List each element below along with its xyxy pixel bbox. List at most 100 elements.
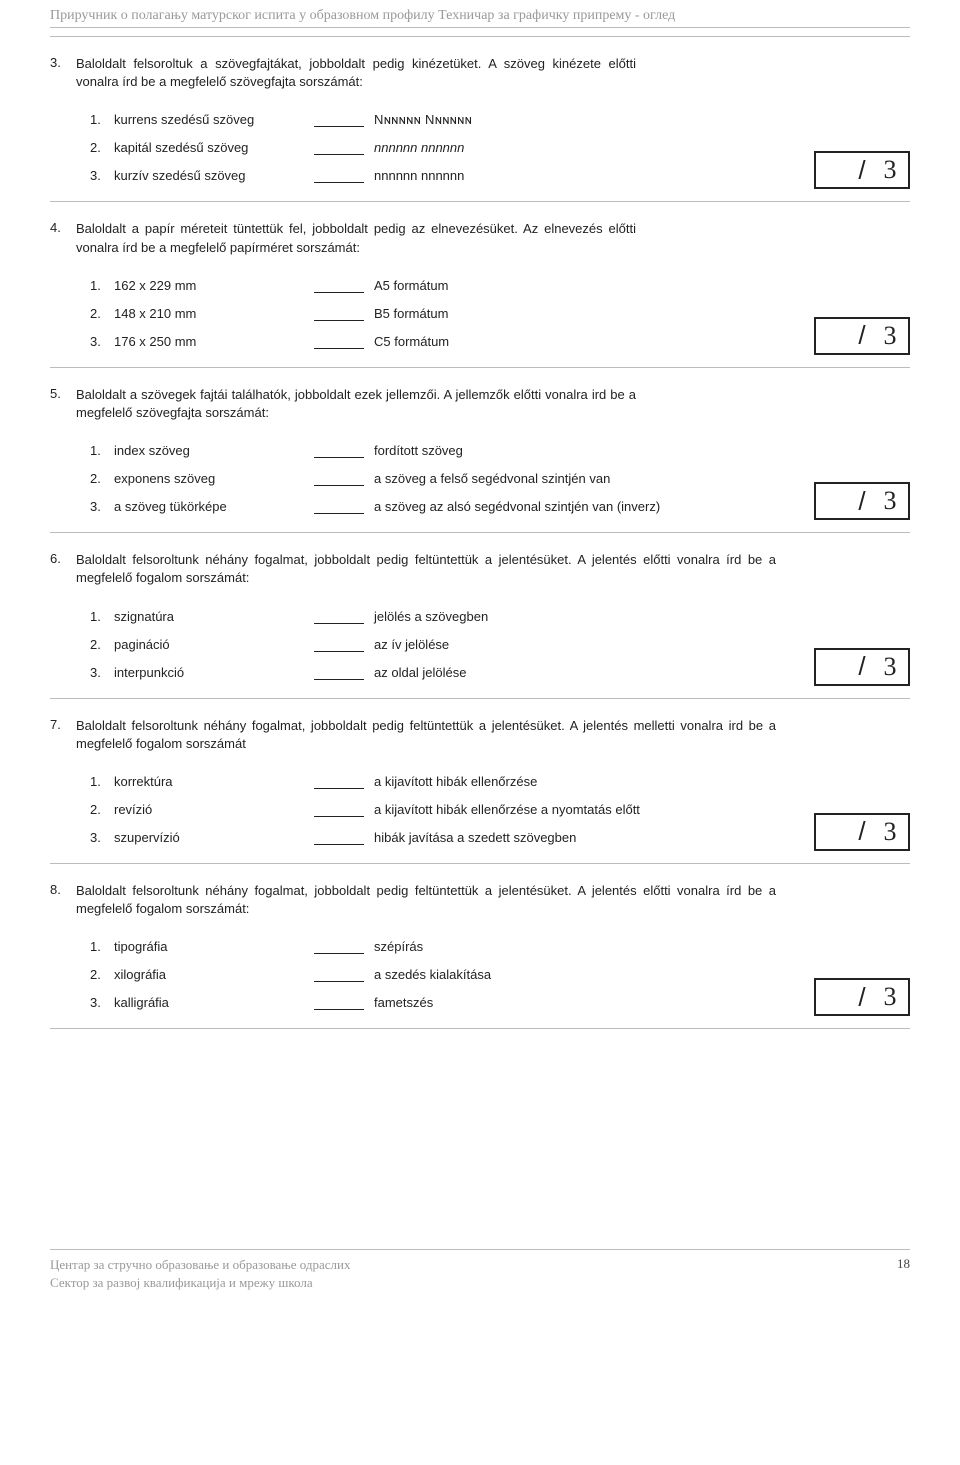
item-left: 176 x 250 mm xyxy=(114,334,314,349)
divider xyxy=(50,532,910,533)
score-slash: / xyxy=(852,813,872,851)
answer-blank[interactable] xyxy=(314,169,364,183)
answer-blank[interactable] xyxy=(314,113,364,127)
footer-line-1: Центар за стручно образовање и образовањ… xyxy=(50,1256,350,1274)
answer-blank[interactable] xyxy=(314,996,364,1010)
answer-blank[interactable] xyxy=(314,472,364,486)
answer-blank[interactable] xyxy=(314,775,364,789)
answer-blank[interactable] xyxy=(314,141,364,155)
question-number: 7. xyxy=(50,717,76,732)
score-box: /3 xyxy=(810,317,910,355)
item-right: a szöveg az alsó segédvonal szintjén van… xyxy=(374,499,788,514)
score-max: 3 xyxy=(872,648,910,686)
divider xyxy=(50,698,910,699)
score-input[interactable] xyxy=(814,813,852,851)
item-number: 1. xyxy=(90,609,114,624)
divider xyxy=(50,1028,910,1029)
question-text: Baloldalt felsoroltunk néhány fogalmat, … xyxy=(76,882,776,918)
answer-blank[interactable] xyxy=(314,666,364,680)
item-number: 2. xyxy=(90,140,114,155)
item-number: 2. xyxy=(90,471,114,486)
item-left: szignatúra xyxy=(114,609,314,624)
item-number: 3. xyxy=(90,499,114,514)
score-input[interactable] xyxy=(814,648,852,686)
item-right: fordított szöveg xyxy=(374,443,788,458)
divider xyxy=(50,201,910,202)
item-right: jelölés a szövegben xyxy=(374,609,788,624)
answer-blank[interactable] xyxy=(314,610,364,624)
item-left: korrektúra xyxy=(114,774,314,789)
item-right: a kijavított hibák ellenőrzése xyxy=(374,774,788,789)
item-left: szupervízió xyxy=(114,830,314,845)
item-right: Nɴɴɴɴɴ Nɴɴɴɴɴ xyxy=(374,112,788,127)
item-right: a kijavított hibák ellenőrzése a nyomtat… xyxy=(374,802,788,817)
score-slash: / xyxy=(852,482,872,520)
list-item: 3.szupervízióhibák javítása a szedett sz… xyxy=(90,823,788,845)
item-left: xilográfia xyxy=(114,967,314,982)
list-item: 1.korrektúraa kijavított hibák ellenőrzé… xyxy=(90,767,788,789)
score-slash: / xyxy=(852,978,872,1016)
item-left: exponens szöveg xyxy=(114,471,314,486)
list-item: 3.kurzív szedésű szövegnnnnnn nnnnnn xyxy=(90,161,788,183)
item-number: 1. xyxy=(90,112,114,127)
answer-blank[interactable] xyxy=(314,500,364,514)
list-item: 2.revízióa kijavított hibák ellenőrzése … xyxy=(90,795,788,817)
item-number: 1. xyxy=(90,443,114,458)
divider xyxy=(50,863,910,864)
score-box: /3 xyxy=(810,813,910,851)
item-right: B5 formátum xyxy=(374,306,788,321)
score-input[interactable] xyxy=(814,978,852,1016)
item-left: 162 x 229 mm xyxy=(114,278,314,293)
item-number: 3. xyxy=(90,830,114,845)
list-item: 2.paginációaz ív jelölése xyxy=(90,630,788,652)
item-right: C5 formátum xyxy=(374,334,788,349)
score-box: /3 xyxy=(810,978,910,1016)
item-left: index szöveg xyxy=(114,443,314,458)
score-box: /3 xyxy=(810,151,910,189)
answer-blank[interactable] xyxy=(314,638,364,652)
list-item: 2.xilográfiaa szedés kialakítása xyxy=(90,960,788,982)
question-text: Baloldalt a szövegek fajtái találhatók, … xyxy=(76,386,636,422)
answer-blank[interactable] xyxy=(314,444,364,458)
question-block: 4.Baloldalt a papír méreteit tüntettük f… xyxy=(50,220,910,354)
divider xyxy=(50,36,910,37)
item-number: 3. xyxy=(90,168,114,183)
page-number: 18 xyxy=(897,1256,910,1272)
score-max: 3 xyxy=(872,317,910,355)
score-input[interactable] xyxy=(814,482,852,520)
list-item: 1.szignatúra jelölés a szövegben xyxy=(90,602,788,624)
score-input[interactable] xyxy=(814,317,852,355)
item-left: kurzív szedésű szöveg xyxy=(114,168,314,183)
question-block: 5.Baloldalt a szövegek fajtái találhatók… xyxy=(50,386,910,520)
item-right: az oldal jelölése xyxy=(374,665,788,680)
score-input[interactable] xyxy=(814,151,852,189)
score-max: 3 xyxy=(872,813,910,851)
answer-blank[interactable] xyxy=(314,307,364,321)
question-number: 8. xyxy=(50,882,76,897)
footer-line-2: Сектор за развој квалификација и мрежу ш… xyxy=(50,1274,350,1292)
list-item: 1.index szöveg fordított szöveg xyxy=(90,436,788,458)
answer-blank[interactable] xyxy=(314,968,364,982)
list-item: 2.exponens szövega szöveg a felső segédv… xyxy=(90,464,788,486)
score-slash: / xyxy=(852,317,872,355)
divider xyxy=(50,367,910,368)
question-text: Baloldalt felsoroltuk a szövegfajtákat, … xyxy=(76,55,636,91)
answer-blank[interactable] xyxy=(314,279,364,293)
answer-blank[interactable] xyxy=(314,831,364,845)
item-left: revízió xyxy=(114,802,314,817)
score-max: 3 xyxy=(872,482,910,520)
answer-blank[interactable] xyxy=(314,940,364,954)
item-left: tipográfia xyxy=(114,939,314,954)
item-left: kapitál szedésű szöveg xyxy=(114,140,314,155)
question-text: Baloldalt felsoroltunk néhány fogalmat, … xyxy=(76,717,776,753)
score-slash: / xyxy=(852,648,872,686)
question-number: 6. xyxy=(50,551,76,566)
page-footer: Центар за стручно образовање и образовањ… xyxy=(50,1249,910,1292)
item-number: 2. xyxy=(90,306,114,321)
answer-blank[interactable] xyxy=(314,803,364,817)
item-left: interpunkció xyxy=(114,665,314,680)
score-max: 3 xyxy=(872,978,910,1016)
score-box: /3 xyxy=(810,648,910,686)
item-number: 3. xyxy=(90,334,114,349)
answer-blank[interactable] xyxy=(314,335,364,349)
